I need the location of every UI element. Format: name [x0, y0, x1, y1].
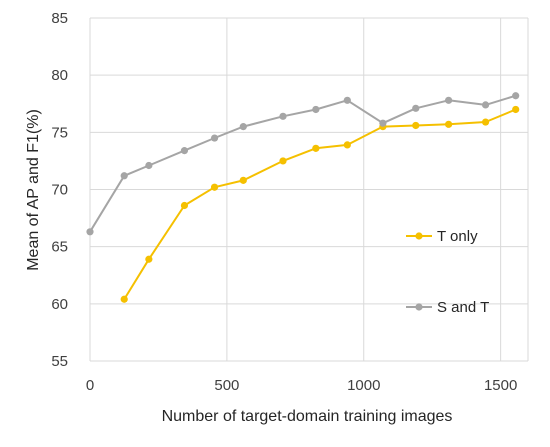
series-line-1: [89, 94, 516, 233]
legend-item-1: S and T: [406, 299, 489, 316]
data-point: [239, 176, 247, 184]
x-tick-label: 1000: [347, 377, 380, 394]
y-axis-label: Mean of AP and F1(%): [25, 109, 42, 271]
data-point: [239, 123, 247, 131]
data-point: [312, 105, 320, 114]
y-tick-label: 70: [51, 182, 68, 199]
y-tick-label: 75: [51, 124, 68, 141]
data-point: [312, 144, 320, 152]
data-point: [180, 147, 189, 155]
data-point: [120, 172, 128, 180]
x-axis-ticks: 0 500 1000 1500: [86, 377, 517, 394]
data-point: [412, 121, 420, 130]
data-point: [145, 255, 153, 263]
grid: [89, 17, 529, 362]
data-point: [145, 161, 153, 170]
y-tick-label: 55: [51, 353, 68, 370]
data-point: [210, 183, 219, 191]
data-point: [210, 134, 219, 142]
series-1: [86, 92, 520, 236]
data-point: [379, 119, 387, 127]
legend: T only S and T: [406, 228, 489, 316]
y-tick-label: 65: [51, 239, 68, 256]
x-tick-label: 500: [214, 377, 239, 394]
data-point: [279, 157, 287, 165]
data-point: [412, 104, 420, 112]
data-point: [512, 92, 520, 100]
legend-label: T only: [437, 228, 478, 245]
data-point: [343, 96, 351, 104]
data-point: [481, 101, 490, 109]
data-point: [481, 118, 490, 126]
y-tick-label: 80: [51, 67, 68, 84]
data-point: [86, 228, 94, 236]
y-axis-ticks: 55 60 65 70 75 80 85: [51, 10, 68, 370]
x-axis-label: Number of target-domain training images: [162, 408, 453, 425]
data-point: [120, 295, 128, 303]
legend-swatch-marker: [415, 303, 423, 311]
data-point: [279, 112, 287, 120]
x-tick-label: 1500: [484, 377, 517, 394]
y-tick-label: 85: [51, 10, 68, 27]
data-point: [445, 120, 453, 128]
x-tick-label: 0: [86, 377, 94, 394]
data-point: [180, 201, 189, 210]
data-point: [343, 141, 351, 149]
y-tick-label: 60: [51, 296, 68, 313]
data-point: [512, 105, 520, 114]
series-layer: [86, 92, 520, 303]
data-point: [445, 96, 453, 104]
legend-item-0: T only: [406, 228, 478, 245]
legend-swatch-marker: [415, 232, 423, 240]
legend-label: S and T: [437, 299, 489, 316]
series-0: [120, 105, 520, 303]
